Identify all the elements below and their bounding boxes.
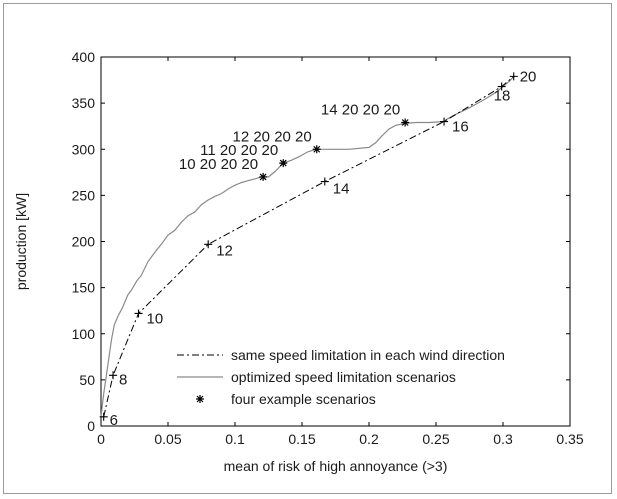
point-label-same-speed: 8 <box>119 371 127 388</box>
point-label-same-speed: 18 <box>494 88 511 105</box>
x-tick-label: 0.15 <box>288 431 315 447</box>
point-label-same-speed: 16 <box>452 119 469 136</box>
point-marker-example <box>401 118 410 127</box>
point-label-same-speed: 12 <box>216 242 233 259</box>
point-label-same-speed: 14 <box>333 181 350 198</box>
y-tick-label: 400 <box>72 49 96 65</box>
y-tick-label: 100 <box>72 326 96 342</box>
series-line-same-speed <box>103 76 515 417</box>
point-label-example: 14 20 20 20 <box>321 101 400 118</box>
y-axis-label: production [kW] <box>13 193 29 290</box>
point-marker-same-speed <box>497 82 506 91</box>
x-tick-label: 0.1 <box>225 431 245 447</box>
legend-label-examples: four example scenarios <box>231 391 376 407</box>
point-marker-same-speed <box>204 240 213 249</box>
x-axis-label: mean of risk of high annoyance (>3) <box>224 458 448 474</box>
y-tick-label: 0 <box>87 418 95 434</box>
point-marker-same-speed <box>440 117 449 126</box>
y-tick-label: 200 <box>72 234 96 250</box>
point-marker-same-speed <box>134 309 143 318</box>
y-tick-label: 300 <box>72 141 96 157</box>
point-label-example: 11 20 20 20 <box>200 142 278 159</box>
point-label-example: 12 20 20 20 <box>232 128 311 145</box>
point-marker-example <box>259 172 268 181</box>
point-marker-same-speed <box>99 412 108 421</box>
point-marker-same-speed <box>509 72 518 81</box>
legend: same speed limitation in each wind direc… <box>177 347 505 407</box>
y-tick-label: 250 <box>72 187 96 203</box>
x-tick-label: 0.25 <box>422 431 449 447</box>
point-marker-example <box>312 145 321 154</box>
legend-swatch-examples <box>196 395 204 403</box>
point-label-same-speed: 20 <box>520 68 537 85</box>
y-tick-label: 150 <box>72 280 96 296</box>
series-line-optimized <box>100 76 515 417</box>
y-tick-label: 350 <box>72 95 96 111</box>
point-marker-same-speed <box>320 177 329 186</box>
y-tick-label: 50 <box>79 372 95 388</box>
legend-label-optimized: optimized speed limitation scenarios <box>231 369 456 385</box>
series-layer <box>99 72 518 421</box>
point-marker-example <box>279 159 288 168</box>
point-label-same-speed: 6 <box>110 412 118 429</box>
x-tick-label: 0.35 <box>556 431 583 447</box>
x-tick-label: 0.3 <box>493 431 513 447</box>
point-label-example: 10 20 20 20 <box>179 156 258 173</box>
x-tick-label: 0 <box>97 431 105 447</box>
point-marker-same-speed <box>109 371 118 380</box>
x-tick-label: 0.2 <box>359 431 379 447</box>
x-tick-label: 0.05 <box>154 431 181 447</box>
point-label-same-speed: 10 <box>147 310 164 327</box>
legend-label-same-speed: same speed limitation in each wind direc… <box>231 347 505 363</box>
axes: 0 0.05 0.1 0.15 0.2 0.25 0.3 0.35 0 50 100 150 200 25… <box>72 49 584 447</box>
